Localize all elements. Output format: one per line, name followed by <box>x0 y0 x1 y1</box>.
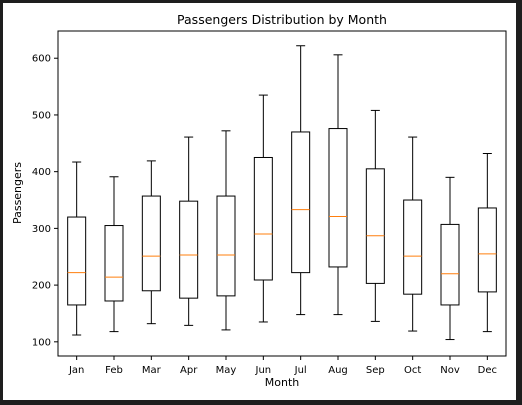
box-oct <box>403 136 423 332</box>
x-tick-label: Dec <box>478 365 497 376</box>
y-tick-label: 300 <box>32 224 51 235</box>
x-axis-label: Month <box>265 376 300 389</box>
box-jul <box>291 45 311 316</box>
y-tick-label: 400 <box>32 167 51 178</box>
box-aug <box>328 54 348 316</box>
chart-title: Passengers Distribution by Month <box>177 12 387 27</box>
x-tick-label: May <box>216 365 237 376</box>
x-axis: Jan Feb Mar Apr May Jun Jul Aug Sep Oct Nov Dec <box>68 356 497 376</box>
y-axis: 100 200 300 400 500 600 <box>32 54 58 348</box>
x-tick-label: Aug <box>328 365 348 376</box>
x-tick-label: Nov <box>440 365 460 376</box>
y-tick-label: 500 <box>32 110 51 121</box>
iqr-box <box>216 195 236 297</box>
iqr-box <box>291 131 311 274</box>
box-apr <box>179 136 199 326</box>
x-tick-label: Mar <box>142 365 162 376</box>
box-feb <box>104 176 124 333</box>
y-tick-label: 100 <box>32 337 51 348</box>
iqr-box <box>403 199 423 295</box>
iqr-box <box>253 156 273 281</box>
boxplot-chart: Passengers Distribution by Month 100 200 3… <box>11 12 507 389</box>
y-axis-label: Passengers <box>11 162 24 224</box>
box-jan <box>67 161 87 336</box>
chart-figure: Passengers Distribution by Month 100 200 3… <box>3 3 516 400</box>
box-nov <box>440 176 460 341</box>
box-may <box>216 130 236 331</box>
iqr-box <box>104 225 124 302</box>
y-tick-label: 200 <box>32 281 51 292</box>
iqr-box <box>365 168 385 284</box>
x-tick-label: Jun <box>255 365 272 376</box>
x-tick-label: Apr <box>180 365 198 376</box>
y-tick-label: 600 <box>32 54 51 65</box>
box-mar <box>141 160 161 325</box>
iqr-box <box>179 200 199 299</box>
x-tick-label: Sep <box>366 365 385 376</box>
iqr-box <box>67 216 87 306</box>
box-jun <box>253 94 273 323</box>
iqr-box <box>440 223 460 306</box>
iqr-box <box>328 128 348 268</box>
x-tick-label: Feb <box>105 365 123 376</box>
box-sep <box>365 109 385 322</box>
iqr-box <box>477 207 497 293</box>
iqr-box <box>141 195 161 292</box>
plot-area-frame <box>57 30 507 357</box>
box-series <box>67 45 497 341</box>
box-dec <box>477 153 497 333</box>
x-tick-label: Oct <box>404 365 421 376</box>
x-tick-label: Jan <box>68 365 84 376</box>
x-tick-label: Jul <box>294 365 307 376</box>
